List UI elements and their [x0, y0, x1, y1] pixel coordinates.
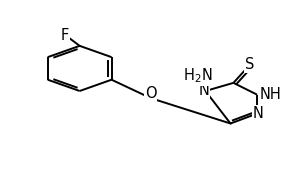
Text: H$_2$N: H$_2$N: [183, 66, 213, 85]
Text: N: N: [199, 84, 209, 98]
Text: NH: NH: [259, 87, 281, 102]
Text: F: F: [61, 27, 69, 43]
Text: S: S: [245, 57, 254, 72]
Text: O: O: [145, 86, 157, 101]
Text: N: N: [253, 106, 264, 121]
